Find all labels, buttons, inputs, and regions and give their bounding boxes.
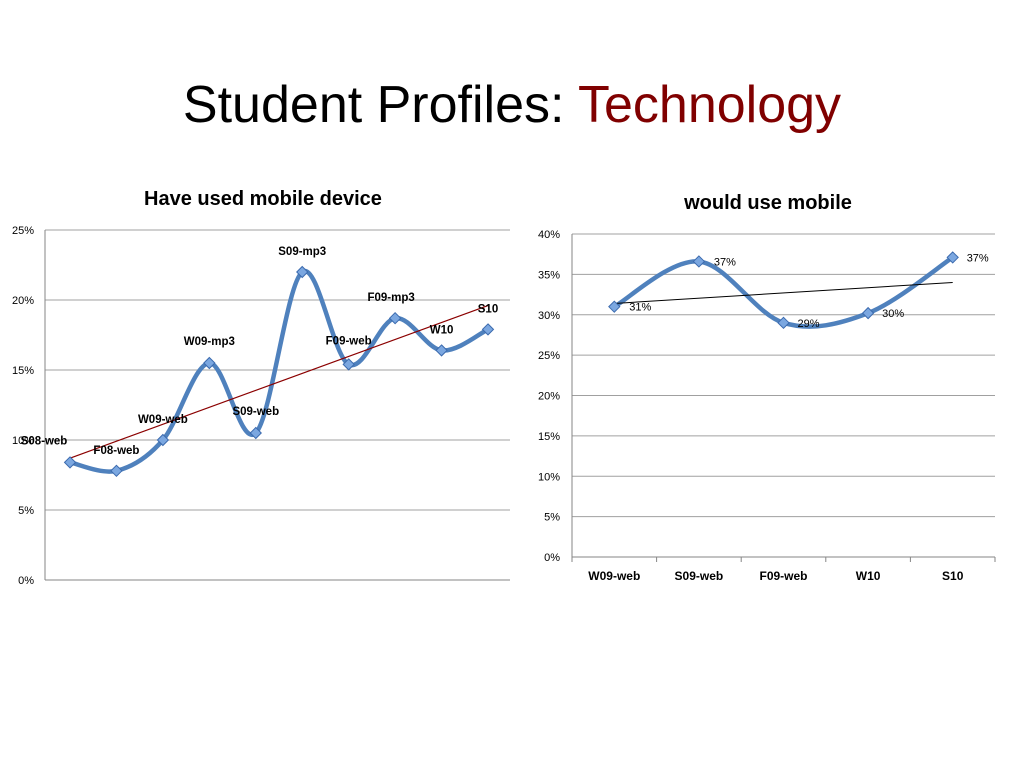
- chart-left-point: [249, 426, 262, 440]
- chart-left-point-label: W10: [430, 324, 454, 336]
- chart-right-category-label: S10: [942, 569, 964, 583]
- chart-right-ytick: 30%: [538, 310, 560, 322]
- chart-right-ytick: 35%: [538, 269, 560, 281]
- chart-left-point-label: S08-web: [21, 435, 68, 447]
- chart-right-ytick: 25%: [538, 350, 560, 362]
- chart-left-point: [388, 311, 402, 325]
- chart-right-ytick: 40%: [538, 229, 560, 241]
- chart-left-point: [435, 344, 448, 357]
- chart-left-point-label: S09-mp3: [278, 246, 326, 258]
- chart-left-point-label: F08-web: [93, 445, 139, 457]
- chart-left-ytick: 10%: [12, 435, 34, 447]
- chart-left-ytick: 25%: [12, 225, 34, 237]
- chart-right-ytick: 10%: [538, 471, 560, 483]
- chart-right-data-label: 37%: [714, 256, 736, 268]
- chart-right-data-label: 29%: [798, 318, 820, 330]
- chart-left-point-label: F09-mp3: [367, 292, 414, 304]
- slide-title: Student Profiles: Technology: [0, 70, 1024, 140]
- chart-left-trendline: [69, 305, 489, 459]
- chart-right-data-label: 37%: [967, 252, 989, 264]
- chart-left-point-label: S10: [478, 303, 498, 315]
- chart-right-trendline: [614, 281, 953, 304]
- chart-right-category-label: W10: [856, 569, 881, 583]
- chart-left-point: [342, 358, 355, 371]
- chart-left-point: [110, 464, 123, 478]
- chart-right-title: would use mobile: [683, 192, 852, 214]
- chart-left-ytick: 5%: [18, 505, 34, 517]
- chart-left-point-label: S09-web: [232, 406, 279, 418]
- chart-left-ytick: 20%: [12, 295, 34, 307]
- chart-left-point-label: W09-web: [138, 414, 188, 426]
- chart-right-category-label: W09-web: [588, 569, 640, 583]
- chart-left-point: [156, 433, 170, 447]
- chart-left-point-label: W09-mp3: [184, 336, 235, 348]
- chart-right-ytick: 0%: [544, 552, 560, 564]
- chart-left-point: [63, 456, 77, 469]
- chart-right-point: [692, 255, 706, 268]
- chart-left-point: [203, 356, 216, 370]
- chart-left-svg: Have used mobile device 0% 5% 10% 15% 20% 25% S…: [12, 188, 510, 587]
- chart-right-data-label: 31%: [629, 302, 651, 314]
- chart-right-category-label: F09-web: [759, 569, 807, 583]
- chart-left-ytick: 0%: [18, 575, 34, 587]
- chart-right-svg: would use mobile 0% 5% 10% 15% 20% 25% 30% 35% 40…: [538, 192, 996, 583]
- chart-right-point: [861, 306, 875, 320]
- chart-would-use-mobile: would use mobile 0% 5% 10% 15% 20% 25% 30% 35% 40…: [520, 185, 1024, 600]
- chart-right-data-label: 30%: [882, 308, 904, 320]
- chart-right-point: [608, 300, 621, 313]
- chart-have-used-mobile-device: Have used mobile device 0% 5% 10% 15% 20% 25% S…: [0, 180, 520, 600]
- slide-title-main: Student Profiles:: [182, 76, 578, 134]
- chart-left-ytick: 15%: [12, 365, 34, 377]
- slide-title-accent: Technology: [577, 76, 842, 134]
- chart-left-point: [296, 265, 309, 279]
- chart-left-title: Have used mobile device: [144, 188, 382, 210]
- chart-right-point: [946, 251, 959, 264]
- chart-left-point-label: F09-web: [326, 335, 372, 347]
- chart-right-ytick: 5%: [544, 512, 560, 524]
- chart-right-category-label: S09-web: [675, 569, 724, 583]
- chart-left-series-line: [67, 269, 491, 474]
- chart-right-ytick: 20%: [538, 391, 560, 403]
- chart-left-point: [481, 323, 495, 336]
- chart-right-ytick: 15%: [538, 431, 560, 443]
- chart-right-point: [777, 316, 790, 330]
